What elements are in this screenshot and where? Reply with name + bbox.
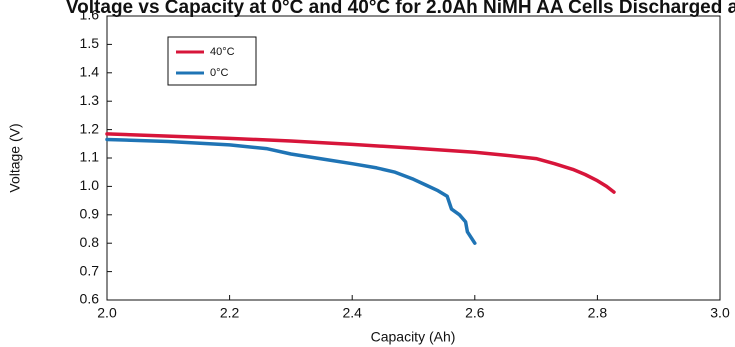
legend: 40°C 0°C (167, 36, 257, 86)
legend-label-40c: 40°C (210, 46, 235, 58)
y-tick-label: 1.2 (80, 120, 100, 136)
y-axis: 0.6 0.7 0.8 0.9 1.0 1.1 1.2 1.3 1.4 1.5 1.6 (80, 7, 112, 307)
x-tick-label: 2.4 (342, 305, 362, 321)
y-tick-label: 0.6 (80, 291, 100, 307)
x-tick-label: 2.2 (220, 305, 240, 321)
y-tick-label: 1.4 (80, 64, 100, 80)
legend-label-0c: 0°C (210, 67, 229, 79)
chart-title: Voltage vs Capacity at 0°C and 40°C for … (66, 0, 735, 18)
y-tick-label: 0.9 (80, 206, 100, 222)
legend-box (167, 36, 257, 86)
y-tick-label: 1.6 (80, 7, 100, 23)
x-axis: 2.0 2.2 2.4 2.6 2.8 3.0 (97, 295, 730, 321)
x-axis-label: Capacity (Ah) (371, 329, 456, 345)
x-tick-label: 2.6 (465, 305, 485, 321)
y-axis-label: Voltage (V) (7, 123, 23, 192)
x-tick-label: 2.0 (97, 305, 117, 321)
y-tick-label: 1.5 (80, 35, 100, 51)
series-line-0c (105, 137, 477, 245)
x-tick-label: 2.8 (588, 305, 608, 321)
y-tick-label: 1.3 (80, 92, 100, 108)
series-line-40c (105, 132, 616, 194)
y-tick-label: 0.7 (80, 262, 100, 278)
y-tick-label: 1.0 (80, 177, 100, 193)
series-lines (105, 132, 616, 245)
y-tick-label: 0.8 (80, 234, 100, 250)
y-tick-label: 1.1 (80, 149, 100, 165)
x-tick-label: 3.0 (710, 305, 730, 321)
